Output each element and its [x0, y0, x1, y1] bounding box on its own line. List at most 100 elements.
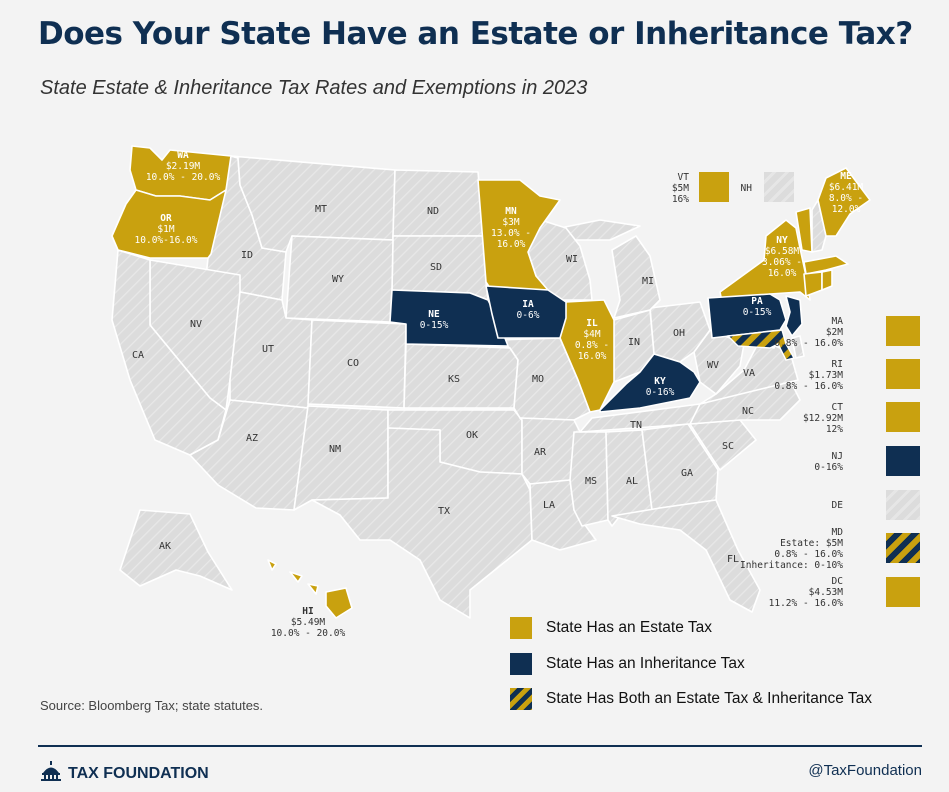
map-label-LA: LA — [543, 500, 555, 511]
map-label-NV: NV — [190, 319, 202, 330]
state-NJ — [785, 295, 803, 337]
ma-rate: 0.8% - 16.0% — [774, 338, 843, 349]
map-label-MS: MS — [585, 476, 597, 487]
legend-inheritance-swatch — [510, 653, 532, 675]
map-label-ID: ID — [241, 250, 253, 261]
map-label-ME-2: 8.0% - — [829, 193, 863, 204]
footer-brand: TAX FOUNDATION — [40, 761, 209, 783]
nj-rate: 0-16% — [814, 462, 843, 473]
vt-swatch — [699, 172, 729, 202]
state-RI — [821, 269, 833, 291]
vt-rate: 16% — [671, 194, 689, 205]
map-label-IA-1: 0-6% — [517, 310, 540, 321]
map-label-MN-2: 13.0% - — [491, 228, 531, 239]
map-label-AZ: AZ — [246, 433, 258, 444]
state-MD — [726, 329, 796, 361]
map-label-OR-2: 10.0%-16.0% — [135, 235, 198, 246]
map-label-MT: MT — [315, 204, 327, 215]
map-label-HI-2: 10.0% - 20.0% — [271, 628, 346, 639]
legend-estate-label: State Has an Estate Tax — [546, 619, 713, 636]
ri-rate: 0.8% - 16.0% — [774, 381, 843, 392]
vt-label: VT $5M 16% — [672, 172, 689, 205]
map-label-IL-3: 16.0% — [578, 351, 607, 362]
map-label-ME-0: ME — [840, 171, 852, 182]
map-label-AK: AK — [159, 541, 171, 552]
state-VT — [795, 207, 813, 253]
map-label-VA: VA — [743, 368, 755, 379]
map-label-OK: OK — [466, 430, 478, 441]
map-label-TX: TX — [438, 506, 450, 517]
capitol-dome-icon — [41, 761, 61, 781]
md-estate: Estate: $5M — [780, 538, 843, 549]
map-label-IL-2: 0.8% - — [575, 340, 609, 351]
footer-divider — [38, 745, 922, 747]
state-OR — [111, 189, 227, 259]
map-label-NY-2: 3.06% - — [762, 257, 802, 268]
ct-name: CT — [831, 402, 843, 413]
footer-handle[interactable]: @TaxFoundation — [808, 762, 922, 779]
state-ND — [392, 169, 485, 237]
map-label-TN: TN — [630, 420, 642, 431]
legend-both-swatch — [510, 688, 532, 710]
state-IA — [485, 285, 567, 339]
ri-exemption: $1.73M — [808, 370, 843, 381]
map-label-MO: MO — [532, 374, 544, 385]
map-label-KS: KS — [448, 374, 460, 385]
nh-swatch — [764, 172, 794, 202]
map-label-HI-0: HI — [302, 606, 313, 617]
ct-label: CT $12.92M 12% — [803, 402, 843, 435]
md-label: MD Estate: $5M 0.8% - 16.0% Inheritance:… — [740, 527, 843, 571]
state-CT — [803, 271, 823, 297]
map-label-GA: GA — [681, 468, 693, 479]
source-note: Source: Bloomberg Tax; state statutes. — [40, 698, 264, 713]
state-MA — [803, 255, 849, 275]
dc-swatch — [886, 577, 920, 607]
ma-exemption: $2M — [825, 327, 843, 338]
map-label-WA-2: 10.0% - 20.0% — [146, 172, 221, 183]
state-KY — [599, 353, 701, 413]
ma-label: MA $2M 0.8% - 16.0% — [774, 316, 843, 349]
map-label-MN-3: 16.0% — [497, 239, 526, 250]
map-label-FL: FL — [727, 554, 739, 565]
map-label-SC: SC — [722, 441, 734, 452]
map-label-AR: AR — [534, 447, 547, 458]
nj-swatch — [886, 446, 920, 476]
map-label-IA-0: IA — [522, 299, 534, 310]
map-label-ND: ND — [427, 206, 439, 217]
footer-brand-text: TAX FOUNDATION — [68, 765, 209, 782]
map-label-IL-1: $4M — [583, 329, 600, 340]
state-KS — [403, 343, 519, 409]
map-label-OH: OH — [673, 328, 685, 339]
map-label-MN-1: $3M — [502, 217, 519, 228]
state-TX — [311, 427, 533, 619]
state-PA — [707, 293, 787, 339]
ri-swatch — [886, 359, 920, 389]
ct-exemption: $12.92M — [802, 413, 843, 424]
map-label-OR-0: OR — [160, 213, 172, 224]
dc-label: DC $4.53M 11.2% - 16.0% — [769, 576, 843, 609]
map-label-ME-3: 12.0% — [832, 204, 861, 215]
map-label-CA: CA — [132, 350, 144, 361]
state-HI — [267, 559, 353, 619]
dc-rate: 11.2% - 16.0% — [768, 598, 843, 609]
map-label-CO: CO — [347, 358, 359, 369]
vt-exemption: $5M — [671, 183, 689, 194]
map-label-PA-0: PA — [751, 296, 763, 307]
state-NM — [293, 405, 389, 511]
page-title: Does Your State Have an Estate or Inheri… — [38, 16, 913, 52]
state-DE — [791, 335, 805, 359]
map-label-NY-1: $6.58M — [765, 246, 800, 257]
map-label-MN-0: MN — [505, 206, 517, 217]
nh-label: NH — [740, 183, 752, 194]
map-label-IL-0: IL — [586, 318, 598, 329]
md-rate: 0.8% - 16.0% — [774, 549, 843, 560]
ma-name: MA — [831, 316, 843, 327]
map-label-WA-0: WA — [177, 150, 189, 161]
map-label-UT: UT — [262, 344, 274, 355]
state-AK — [119, 509, 233, 591]
nj-label: NJ 0-16% — [814, 451, 843, 473]
ct-swatch — [886, 402, 920, 432]
map-label-NY-0: NY — [776, 235, 788, 246]
map-label-ME-1: $6.41M — [829, 182, 864, 193]
